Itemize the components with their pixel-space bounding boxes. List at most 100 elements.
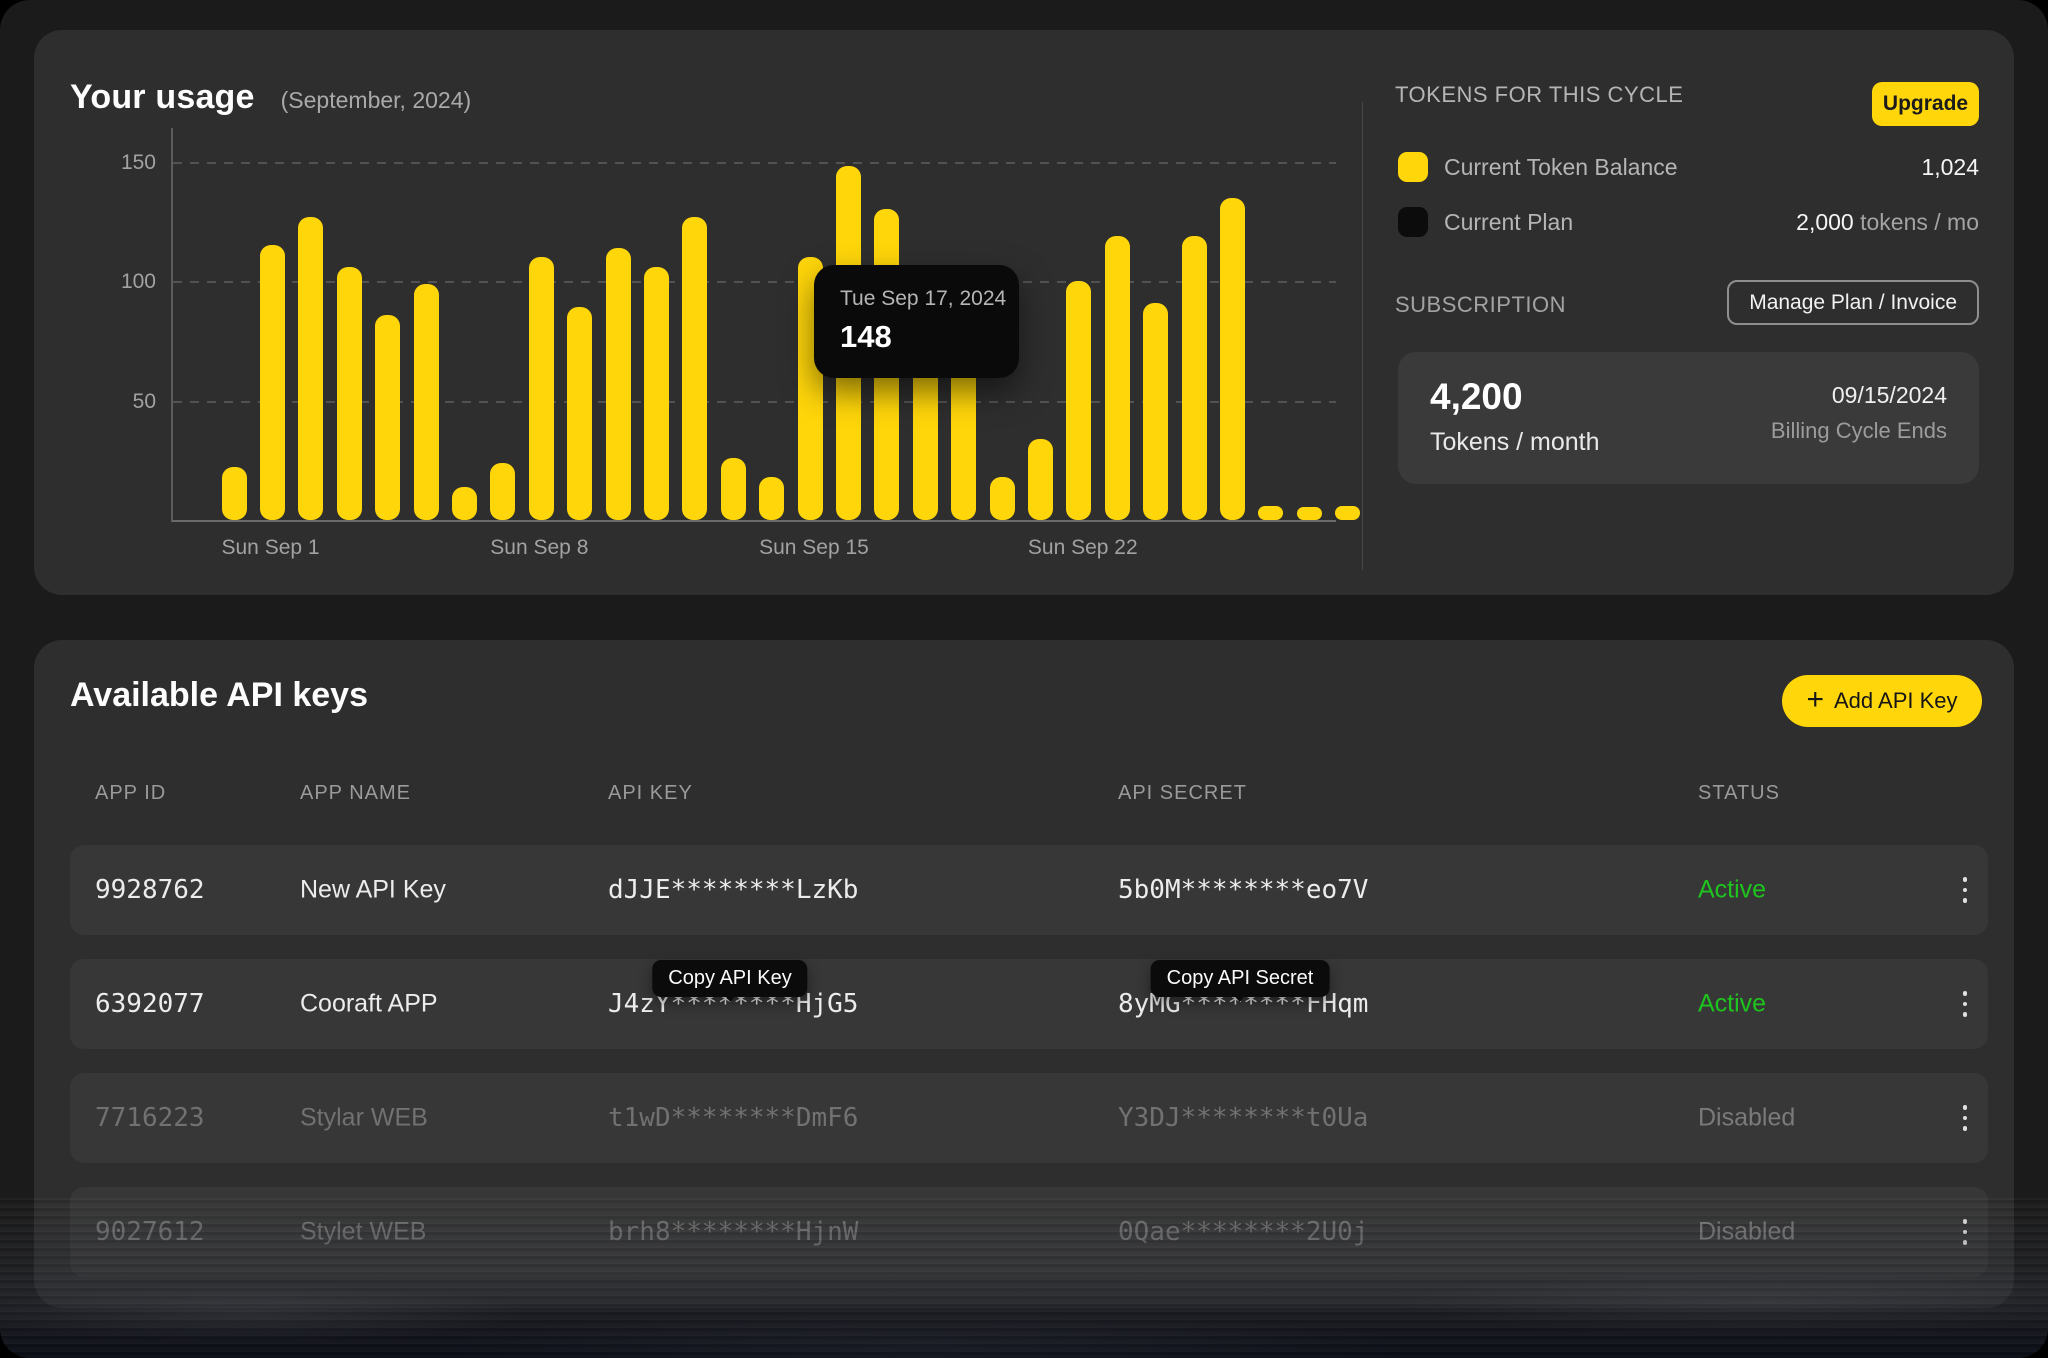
api-secret-cell[interactable]: 0Qae********2U0j <box>1118 1217 1369 1247</box>
bar-sep-2[interactable] <box>259 245 285 520</box>
table-header: APP ID APP NAME API KEY API SECRET STATUS <box>34 782 2014 806</box>
column-header-api-key: API KEY <box>608 782 693 804</box>
add-api-key-button[interactable]: + Add API Key <box>1782 675 1982 727</box>
usage-title: Your usage <box>70 78 255 116</box>
column-header-app-id: APP ID <box>95 782 167 804</box>
kebab-menu-icon[interactable] <box>1947 1210 1983 1254</box>
chart-tooltip-date: Tue Sep 17, 2024 <box>840 287 1007 310</box>
gridline-50 <box>173 400 1336 403</box>
status-badge: Active <box>1698 989 1767 1018</box>
billing-cycle-date: 09/15/2024 <box>1831 382 1947 408</box>
vertical-divider <box>1362 102 1363 570</box>
bar-sep-22[interactable] <box>1027 438 1053 520</box>
billing-cycle-label: Billing Cycle Ends <box>1770 418 1947 443</box>
column-header-status: STATUS <box>1698 782 1780 804</box>
legend-label: Current Token Balance <box>1444 153 1678 180</box>
bar-sep-4[interactable] <box>336 266 362 520</box>
bar-sep-14[interactable] <box>720 457 746 520</box>
column-header-api-secret: API SECRET <box>1118 782 1247 804</box>
app-name-cell: New API Key <box>300 875 446 904</box>
bar-sep-1[interactable] <box>221 467 247 520</box>
plan-amount-label: Tokens / month <box>1430 428 1600 456</box>
api-secret-cell[interactable]: Y3DJ********t0Ua <box>1118 1103 1369 1133</box>
x-axis-label-sun-sep-8: Sun Sep 8 <box>490 536 589 559</box>
table-row-9027612: 9027612 Stylet WEB brh8********HjnW 0Qae***… <box>70 1187 1988 1277</box>
app-name-cell: Stylar WEB <box>300 1103 428 1132</box>
bar-sep-24[interactable] <box>1104 235 1130 520</box>
app-name-cell: Stylet WEB <box>300 1217 427 1246</box>
usage-card: Your usage (September, 2024) Sun Sep 1 Su… <box>34 30 2014 595</box>
status-badge: Active <box>1698 875 1767 904</box>
bar-sep-27[interactable] <box>1219 197 1245 520</box>
column-header-app-name: APP NAME <box>300 782 411 804</box>
app-id-cell: 9027612 <box>95 1217 205 1247</box>
kebab-menu-icon[interactable] <box>1947 982 1983 1026</box>
gridline-100 <box>173 281 1336 284</box>
status-badge: Disabled <box>1698 1217 1796 1246</box>
add-api-key-label: Add API Key <box>1834 688 1958 713</box>
app-name-cell: Cooraft APP <box>300 989 438 1018</box>
legend-row-0: Current Token Balance 1,024 <box>1398 152 1979 182</box>
plus-icon: + <box>1806 682 1824 716</box>
api-key-cell[interactable]: brh8********HjnW <box>608 1217 859 1247</box>
copy-api-secret-tooltip: Copy API Secret <box>1150 960 1330 997</box>
manage-plan-button[interactable]: Manage Plan / Invoice <box>1727 280 1979 325</box>
status-badge: Disabled <box>1698 1103 1796 1132</box>
x-axis-label-sun-sep-15: Sun Sep 15 <box>759 536 869 559</box>
bar-sep-15[interactable] <box>759 477 785 520</box>
bar-sep-25[interactable] <box>1143 302 1169 520</box>
legend-label: Current Plan <box>1444 208 1574 235</box>
y-axis-label-150: 150 <box>120 150 156 174</box>
bar-sep-6[interactable] <box>413 283 439 520</box>
app-id-cell: 6392077 <box>95 989 205 1019</box>
legend-row-1: Current Plan 2,000 tokens / mo <box>1398 207 1979 237</box>
bar-sep-29[interactable] <box>1296 507 1322 520</box>
app-id-cell: 9928762 <box>95 875 205 905</box>
upgrade-button[interactable]: Upgrade <box>1872 82 1979 126</box>
legend-swatch-icon <box>1398 152 1428 182</box>
chart-tooltip: Tue Sep 17, 2024 148 <box>814 265 1019 378</box>
table-row-7716223: 7716223 Stylar WEB t1wD********DmF6 Y3DJ***… <box>70 1073 1988 1163</box>
bar-sep-8[interactable] <box>490 462 516 520</box>
gridline-150 <box>173 161 1336 164</box>
api-secret-cell[interactable]: 5b0M********eo7V <box>1118 875 1369 905</box>
bar-sep-23[interactable] <box>1066 281 1092 520</box>
bar-sep-26[interactable] <box>1181 235 1207 520</box>
bar-sep-13[interactable] <box>682 216 708 520</box>
plan-amount: 4,200 <box>1430 376 1523 417</box>
bar-sep-28[interactable] <box>1258 505 1284 520</box>
plan-summary-box: 4,200 Tokens / month 09/15/2024 Billing … <box>1398 352 1979 484</box>
usage-subtitle: (September, 2024) <box>280 87 472 113</box>
api-key-cell[interactable]: t1wD********DmF6 <box>608 1103 859 1133</box>
api-keys-card: Available API keys + Add API Key APP ID A… <box>34 640 2014 1308</box>
legend-value: 1,024 <box>1921 153 1979 180</box>
x-axis-label-sun-sep-1: Sun Sep 1 <box>221 536 320 559</box>
usage-header: Your usage (September, 2024) <box>70 78 471 117</box>
chart-tooltip-value: 148 <box>840 319 892 354</box>
subscription-heading: SUBSCRIPTION <box>1395 292 1567 317</box>
bar-sep-7[interactable] <box>451 486 477 520</box>
usage-bar-chart: Sun Sep 1 Sun Sep 8 Sun Sep 15 Sun Sep 22 <box>171 128 1361 559</box>
app-id-cell: 7716223 <box>95 1103 205 1133</box>
api-key-cell[interactable]: dJJE********LzKb <box>608 875 859 905</box>
bar-sep-3[interactable] <box>298 216 324 520</box>
bar-sep-11[interactable] <box>605 247 631 520</box>
bar-sep-5[interactable] <box>375 314 401 520</box>
y-axis-label-50: 50 <box>132 389 156 413</box>
x-axis-label-sun-sep-22: Sun Sep 22 <box>1027 536 1138 559</box>
kebab-menu-icon[interactable] <box>1947 1096 1983 1140</box>
api-keys-title: Available API keys <box>70 676 368 714</box>
bar-sep-12[interactable] <box>643 266 669 520</box>
kebab-menu-icon[interactable] <box>1947 868 1983 912</box>
table-row-9928762: 9928762 New API Key dJJE********LzKb 5b0M**… <box>70 845 1988 935</box>
bar-sep-9[interactable] <box>528 257 554 520</box>
legend-swatch-icon <box>1398 207 1428 237</box>
bar-sep-21[interactable] <box>989 477 1015 520</box>
bar-sep-10[interactable] <box>567 307 593 520</box>
bar-sep-30[interactable] <box>1335 505 1361 520</box>
legend-value: 2,000 tokens / mo <box>1796 208 1979 235</box>
tokens-cycle-heading: TOKENS FOR THIS CYCLE <box>1395 82 1684 107</box>
y-axis-label-100: 100 <box>120 270 156 294</box>
